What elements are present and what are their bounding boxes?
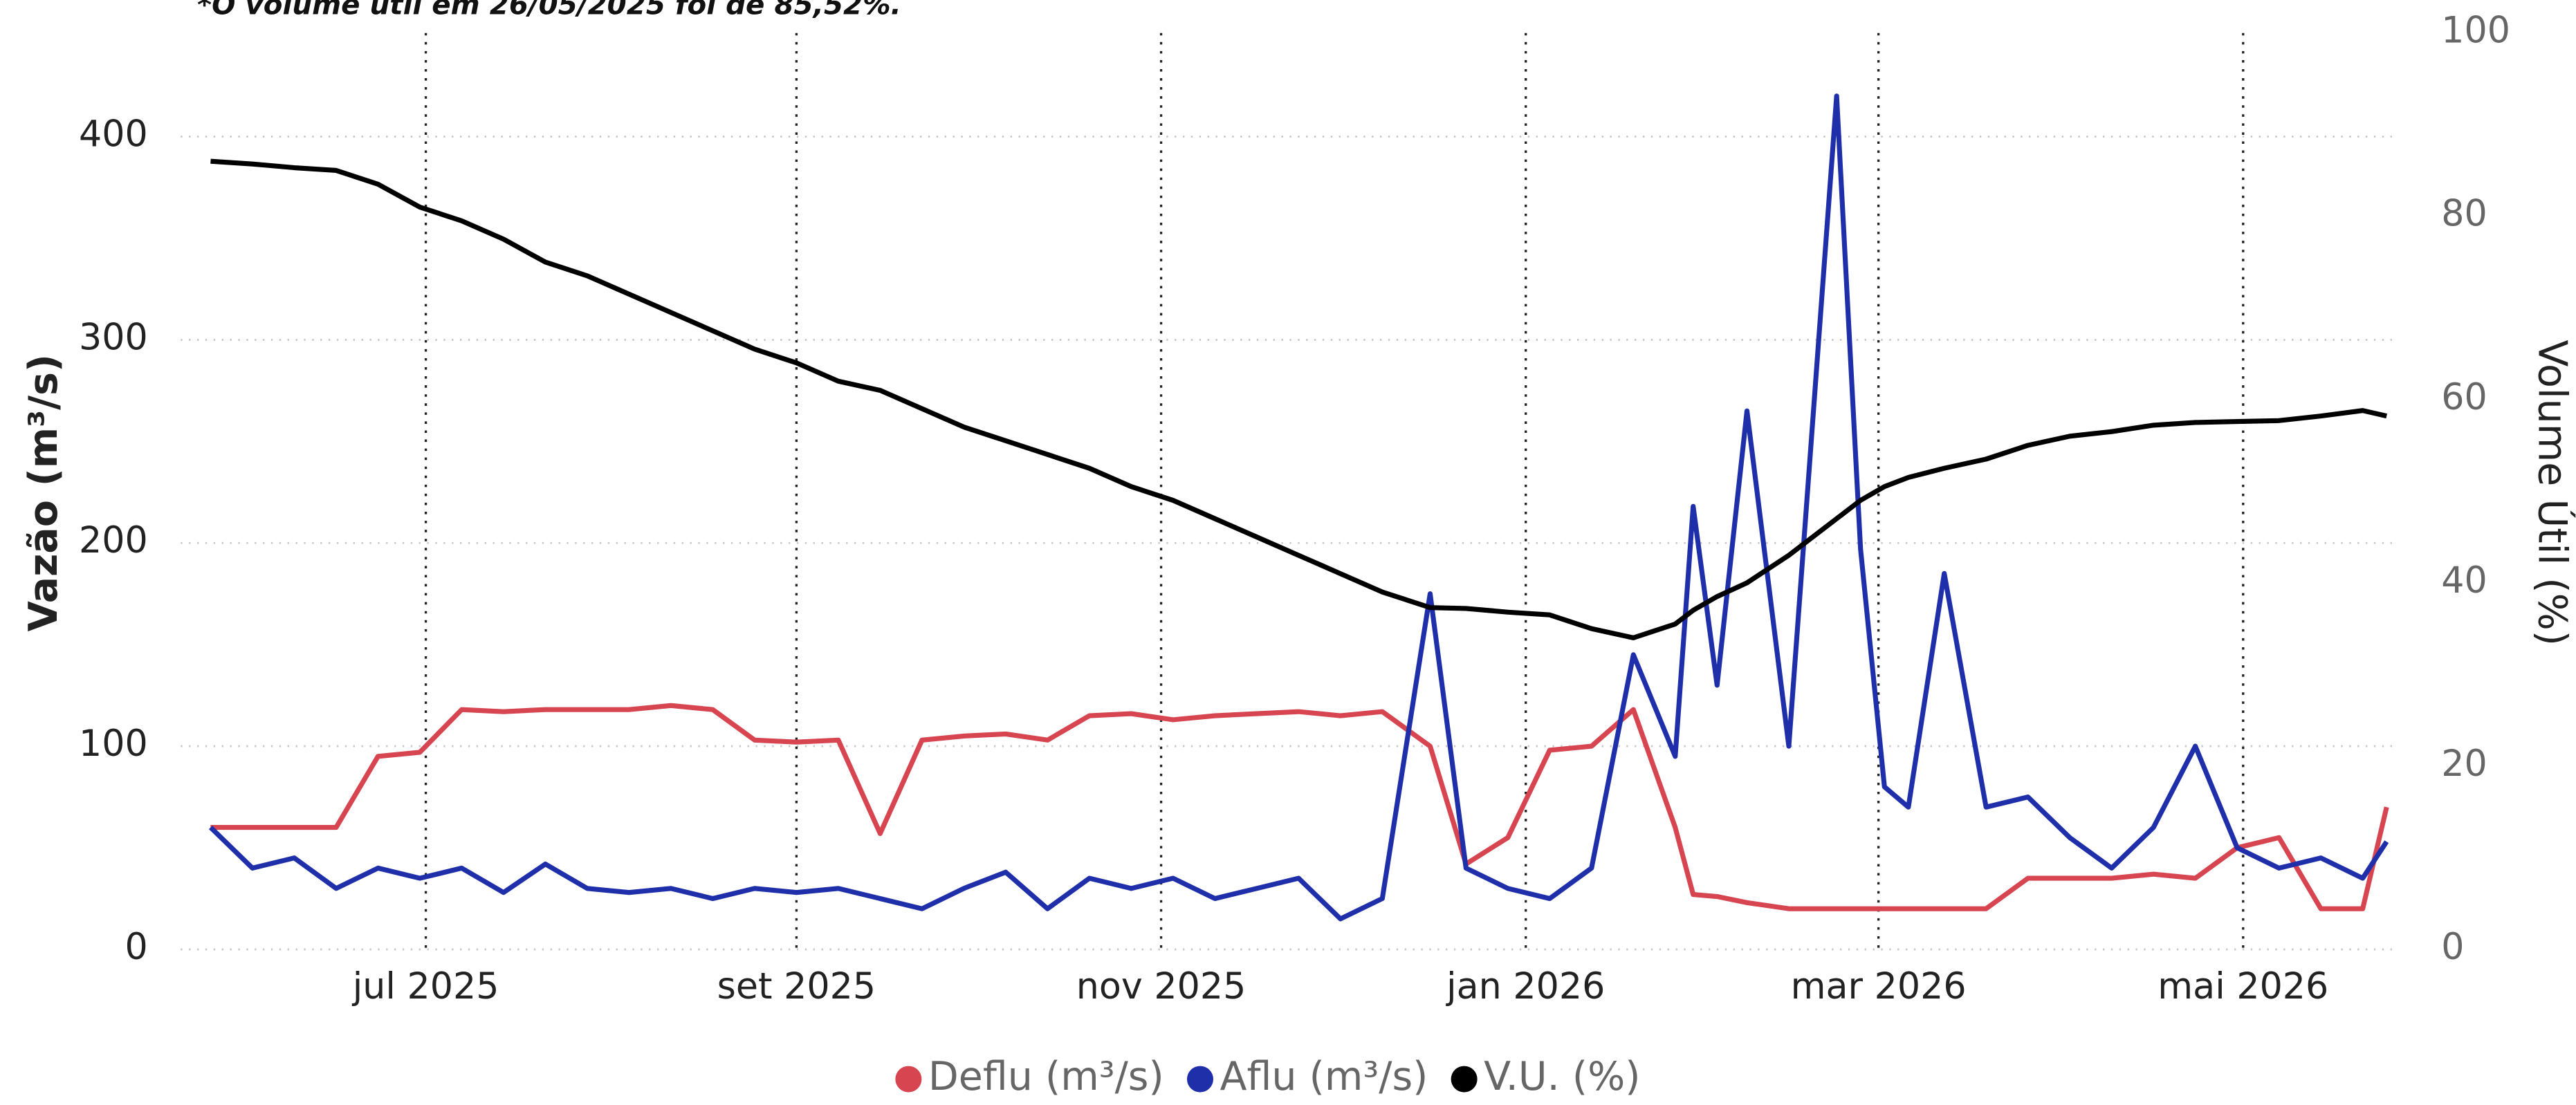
series-line bbox=[210, 158, 2388, 640]
y-tick-label: 200 bbox=[79, 520, 148, 561]
y2-tick-label: 40 bbox=[2441, 560, 2487, 602]
y2-tick-label: 0 bbox=[2441, 927, 2464, 968]
y-tick-label: 400 bbox=[79, 114, 148, 156]
y2-tick-label: 100 bbox=[2441, 10, 2510, 52]
x-tick-label: jan 2026 bbox=[1446, 966, 1605, 1008]
legend-label: Deflu (m³/s) bbox=[928, 1054, 1164, 1099]
legend-marker bbox=[1186, 1066, 1213, 1093]
y-tick-label: 100 bbox=[79, 723, 148, 765]
y-tick-label: 0 bbox=[125, 927, 148, 968]
x-tick-label: jul 2025 bbox=[352, 966, 499, 1008]
y-tick-label: 300 bbox=[79, 317, 148, 358]
y2-axis-title: Volume Útil (%) bbox=[2529, 340, 2576, 646]
x-tick-label: mar 2026 bbox=[1791, 966, 1967, 1008]
series-line bbox=[208, 93, 2389, 922]
y2-tick-label: 20 bbox=[2441, 743, 2487, 785]
x-tick-label: mai 2026 bbox=[2158, 966, 2328, 1008]
series-line bbox=[210, 703, 2389, 911]
legend-marker bbox=[1451, 1066, 1478, 1093]
y2-tick-label: 80 bbox=[2441, 194, 2487, 235]
x-tick-label: set 2025 bbox=[717, 966, 876, 1008]
chart-title: *O volume útil em 26/05/2025 foi de 85,5… bbox=[197, 0, 901, 21]
y-axis-title: Vazão (m³/s) bbox=[21, 354, 66, 631]
legend-label: Aflu (m³/s) bbox=[1220, 1054, 1428, 1099]
legend-marker bbox=[895, 1066, 922, 1093]
legend-label: V.U. (%) bbox=[1484, 1054, 1640, 1099]
x-tick-label: nov 2025 bbox=[1076, 966, 1246, 1008]
y2-tick-label: 60 bbox=[2441, 377, 2487, 418]
